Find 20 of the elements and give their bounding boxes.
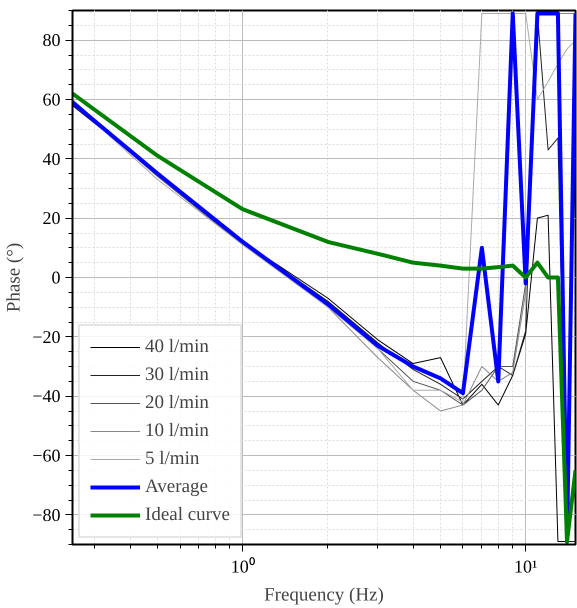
x-tick-label: 10¹ bbox=[514, 556, 538, 576]
legend-label: 40 l/min bbox=[145, 336, 209, 358]
legend-label: 30 l/min bbox=[145, 364, 209, 386]
y-tick-label: −20 bbox=[32, 326, 61, 347]
x-tick-label: 10⁰ bbox=[230, 556, 255, 576]
legend-label: Ideal curve bbox=[145, 504, 230, 526]
y-tick-label: 80 bbox=[42, 30, 60, 50]
x-axis-title: Frequency (Hz) bbox=[264, 584, 384, 606]
legend-label: Average bbox=[145, 476, 208, 498]
y-tick-label: −40 bbox=[32, 386, 61, 406]
y-tick-label: −60 bbox=[32, 446, 61, 466]
y-tick-label: 60 bbox=[42, 90, 60, 110]
y-tick-label: −80 bbox=[32, 504, 61, 525]
legend-label: 20 l/min bbox=[145, 392, 209, 414]
y-tick-label: 40 bbox=[42, 148, 60, 169]
legend-label: 10 l/min bbox=[145, 420, 209, 442]
legend-label: 5 l/min bbox=[145, 448, 200, 470]
y-tick-label: 20 bbox=[42, 208, 60, 228]
y-tick-label: 0 bbox=[52, 268, 60, 288]
y-axis-title: Phase (°) bbox=[3, 242, 24, 312]
